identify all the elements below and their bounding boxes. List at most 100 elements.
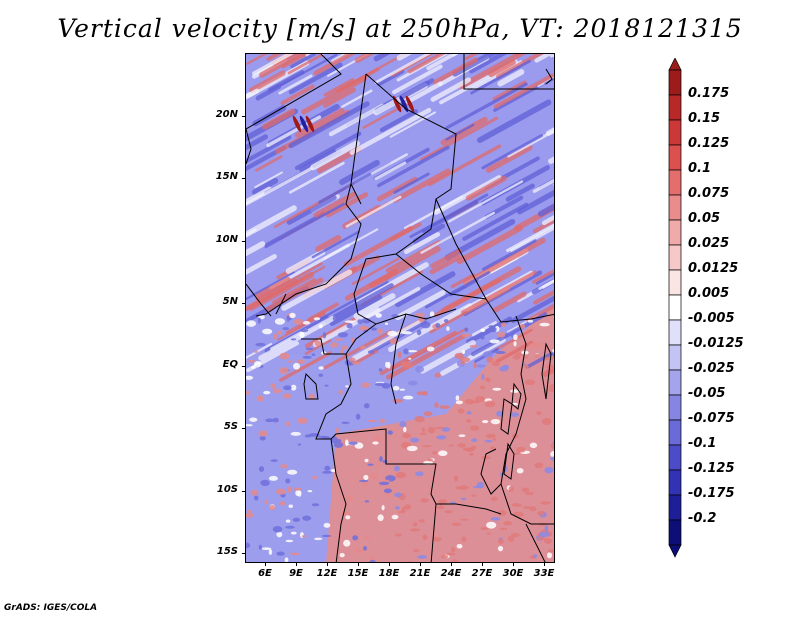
lon-tick <box>451 562 452 566</box>
field-streak <box>376 176 418 202</box>
field-streak <box>396 54 413 61</box>
field-speckle <box>341 510 351 516</box>
field-speckle <box>363 545 367 551</box>
field-speckle <box>434 372 441 378</box>
colorbar-swatch <box>668 219 682 246</box>
lon-label: 24E <box>440 568 462 579</box>
colorbar-label: 0.075 <box>688 186 730 201</box>
field-speckle <box>394 492 402 498</box>
vertical-velocity-field <box>246 54 554 562</box>
field-speckle <box>541 418 552 425</box>
field-speckle <box>360 382 371 388</box>
field-speckle <box>512 511 524 518</box>
field-speckle <box>352 535 359 541</box>
field-speckle <box>540 501 551 505</box>
field-streak <box>492 80 527 102</box>
field-streak <box>373 54 391 62</box>
field-speckle <box>432 451 438 455</box>
field-speckle <box>378 481 390 486</box>
field-speckle <box>246 542 251 549</box>
colorbar-swatch <box>668 194 682 221</box>
colorbar-label: -0.0125 <box>688 336 744 351</box>
field-streak <box>517 189 554 215</box>
field-streak <box>506 223 554 253</box>
field-speckle <box>290 431 302 436</box>
field-speckle <box>399 421 407 428</box>
lon-label: 33E <box>533 568 555 579</box>
field-speckle <box>466 411 472 415</box>
field-speckle <box>292 517 301 522</box>
field-speckle <box>295 490 300 496</box>
field-speckle <box>421 427 425 433</box>
colorbar-min-arrow <box>668 544 682 558</box>
field-speckle <box>403 426 407 433</box>
field-speckle <box>550 443 554 449</box>
field-speckle <box>435 322 441 328</box>
field-speckle <box>358 479 369 483</box>
field-speckle <box>455 395 460 401</box>
field-speckle <box>524 364 529 369</box>
field-speckle <box>274 318 286 325</box>
field-streak <box>430 77 472 102</box>
field-speckle <box>529 442 538 449</box>
field-speckle <box>387 430 393 435</box>
field-speckle <box>419 432 427 436</box>
field-speckle <box>487 377 491 383</box>
field-speckle <box>332 314 339 322</box>
field-speckle <box>346 323 353 329</box>
field-speckle <box>538 531 550 538</box>
field-streak <box>304 338 332 355</box>
lon-tick <box>327 562 328 566</box>
field-speckle <box>358 325 369 331</box>
field-speckle <box>537 510 545 516</box>
field-speckle <box>402 433 411 439</box>
field-streak <box>429 254 462 275</box>
field-streak <box>255 262 323 301</box>
field-speckle <box>443 318 449 323</box>
field-speckle <box>395 471 407 479</box>
colorbar-label: -0.1 <box>688 436 717 451</box>
field-speckle <box>494 350 506 355</box>
field-speckle <box>300 328 309 333</box>
field-streak <box>351 319 423 362</box>
lat-label: 15N <box>215 171 238 182</box>
field-speckle <box>497 538 504 545</box>
field-speckle <box>421 445 432 448</box>
field-streak <box>440 337 506 376</box>
field-streak <box>405 81 443 104</box>
field-speckle <box>489 326 497 333</box>
speckle-layer <box>246 95 554 562</box>
field-streak <box>323 228 379 260</box>
field-speckle <box>513 452 521 455</box>
field-streak <box>345 195 402 228</box>
field-streak <box>445 82 528 130</box>
field-speckle <box>257 317 261 324</box>
field-speckle <box>397 351 402 359</box>
colorbar-swatch <box>668 519 682 546</box>
field-speckle <box>511 532 520 538</box>
field-speckle <box>500 322 507 327</box>
field-streak <box>507 129 554 158</box>
field-speckle <box>360 345 366 350</box>
field-speckle <box>302 515 312 521</box>
field-speckle <box>287 469 298 475</box>
lon-label: 9E <box>289 568 303 579</box>
lat-label: 20N <box>215 109 238 120</box>
field-speckle <box>446 326 450 331</box>
field-speckle <box>544 538 552 545</box>
field-speckle <box>458 434 466 438</box>
field-speckle <box>364 458 369 463</box>
field-speckle <box>418 315 425 323</box>
map-panel <box>245 53 555 563</box>
colorbar-swatch <box>668 394 682 421</box>
field-speckle <box>436 505 445 509</box>
field-speckle <box>403 348 409 355</box>
field-speckle <box>273 333 277 340</box>
field-speckle <box>464 327 469 332</box>
field-speckle <box>382 459 388 464</box>
field-streak <box>392 168 451 203</box>
field-streak <box>324 283 394 324</box>
field-speckle <box>275 488 287 495</box>
field-speckle <box>459 485 469 490</box>
field-streak <box>386 333 466 380</box>
